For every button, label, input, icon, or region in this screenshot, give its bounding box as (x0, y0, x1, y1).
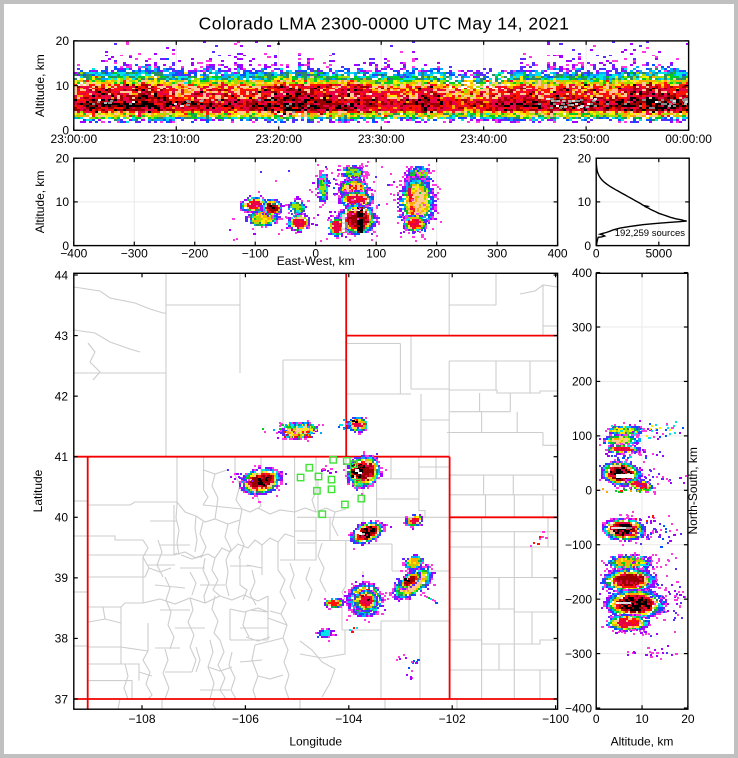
svg-text:400: 400 (572, 266, 592, 280)
svg-text:−400: −400 (60, 247, 87, 261)
svg-text:−300: −300 (121, 247, 148, 261)
svg-text:23:50:00: 23:50:00 (563, 132, 610, 146)
svg-text:−100: −100 (242, 247, 269, 261)
svg-text:East-West, km: East-West, km (277, 254, 355, 268)
svg-text:−200: −200 (565, 592, 592, 606)
svg-text:−106: −106 (232, 712, 259, 726)
svg-text:10: 10 (56, 195, 70, 209)
svg-text:10: 10 (578, 195, 592, 209)
svg-text:Altitude, km: Altitude, km (611, 735, 674, 749)
svg-text:−300: −300 (565, 647, 592, 661)
svg-text:−102: −102 (439, 712, 466, 726)
svg-text:20: 20 (56, 34, 70, 48)
svg-text:10: 10 (56, 79, 70, 93)
svg-text:0: 0 (585, 484, 592, 498)
svg-text:100: 100 (572, 429, 592, 443)
svg-text:Altitude, km: Altitude, km (33, 171, 47, 234)
svg-text:−200: −200 (181, 247, 208, 261)
svg-text:20: 20 (578, 152, 592, 166)
svg-text:39: 39 (55, 571, 69, 585)
svg-text:0: 0 (593, 712, 600, 726)
svg-text:−400: −400 (565, 701, 592, 715)
svg-text:38: 38 (55, 632, 69, 646)
svg-text:North-South, km: North-South, km (686, 447, 700, 534)
svg-text:23:20:00: 23:20:00 (255, 132, 302, 146)
svg-text:0: 0 (62, 124, 69, 138)
svg-text:200: 200 (427, 247, 447, 261)
svg-text:23:00:00: 23:00:00 (50, 132, 97, 146)
svg-text:0: 0 (62, 239, 69, 253)
svg-text:23:30:00: 23:30:00 (358, 132, 405, 146)
svg-text:0: 0 (584, 239, 591, 253)
svg-text:42: 42 (55, 389, 69, 403)
svg-text:200: 200 (572, 375, 592, 389)
svg-text:23:40:00: 23:40:00 (460, 132, 507, 146)
svg-text:400: 400 (548, 247, 568, 261)
svg-text:−108: −108 (128, 712, 155, 726)
svg-text:41: 41 (55, 450, 69, 464)
svg-text:−100: −100 (565, 538, 592, 552)
svg-text:0: 0 (312, 247, 319, 261)
svg-text:Longitude: Longitude (289, 735, 342, 749)
svg-text:192,259 sources: 192,259 sources (615, 228, 685, 239)
svg-text:Colorado LMA 2300-0000 UTC May: Colorado LMA 2300-0000 UTC May 14, 2021 (199, 14, 570, 34)
svg-text:23:10:00: 23:10:00 (153, 132, 200, 146)
svg-text:300: 300 (572, 320, 592, 334)
svg-text:37: 37 (55, 692, 69, 706)
svg-text:Altitude, km: Altitude, km (33, 54, 47, 117)
svg-text:40: 40 (55, 511, 69, 525)
svg-text:00:00:00: 00:00:00 (665, 132, 712, 146)
svg-text:20: 20 (681, 712, 695, 726)
svg-text:10: 10 (635, 712, 649, 726)
svg-text:43: 43 (55, 329, 69, 343)
svg-text:300: 300 (487, 247, 507, 261)
svg-text:−100: −100 (542, 712, 569, 726)
svg-text:−104: −104 (335, 712, 362, 726)
svg-text:Latitude: Latitude (31, 469, 45, 512)
svg-text:20: 20 (56, 152, 70, 166)
svg-text:44: 44 (55, 268, 69, 282)
svg-text:100: 100 (366, 247, 386, 261)
svg-text:0: 0 (593, 247, 600, 261)
svg-text:5000: 5000 (645, 247, 672, 261)
